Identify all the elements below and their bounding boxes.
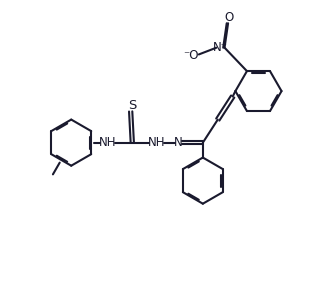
Text: S: S (128, 99, 136, 112)
Text: N⁺: N⁺ (213, 41, 228, 54)
Text: NH: NH (148, 136, 165, 149)
Text: ⁻O: ⁻O (183, 49, 198, 62)
Text: N: N (174, 136, 183, 149)
Text: NH: NH (99, 136, 117, 149)
Text: O: O (224, 11, 233, 24)
